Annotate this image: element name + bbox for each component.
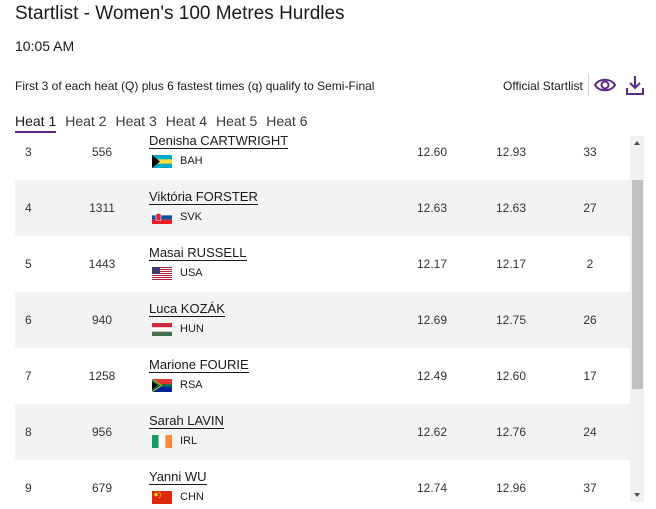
bib-number: 1311 xyxy=(89,201,115,215)
flag-chn-icon xyxy=(152,491,172,504)
tab-heat-1[interactable]: Heat 1 xyxy=(15,113,57,133)
lane-position: 6 xyxy=(25,313,32,327)
season-best: 12.93 xyxy=(496,145,527,159)
personal-best: 12.69 xyxy=(417,313,448,327)
table-row: 5 1443 Masai RUSSELL USA 12.17 12.17 2 xyxy=(15,236,630,292)
bib-number: 556 xyxy=(91,145,113,159)
athlete-name-link[interactable]: Marione FOURIE xyxy=(149,357,249,373)
vertical-scrollbar[interactable] xyxy=(630,136,644,502)
flag-usa-icon xyxy=(152,267,172,280)
flag-irl-icon xyxy=(152,435,172,448)
table-row: 9 679 Yanni WU CHN 12.74 12.96 37 xyxy=(15,460,630,509)
season-best: 12.60 xyxy=(496,369,527,383)
lane-position: 7 xyxy=(25,369,32,383)
season-best: 12.75 xyxy=(496,313,527,327)
page-title: Startlist - Women's 100 Metres Hurdles xyxy=(15,3,345,24)
world-rank: 26 xyxy=(583,313,597,327)
season-best: 12.17 xyxy=(496,257,527,271)
personal-best: 12.60 xyxy=(417,145,448,159)
athlete-name-link[interactable]: Masai RUSSELL xyxy=(149,245,247,261)
lane-position: 4 xyxy=(25,201,32,215)
personal-best: 12.17 xyxy=(417,257,448,271)
divider xyxy=(588,74,589,96)
tab-heat-4[interactable]: Heat 4 xyxy=(165,113,207,129)
personal-best: 12.74 xyxy=(417,481,448,495)
athlete-name-link[interactable]: Viktória FORSTER xyxy=(149,189,258,205)
table-row: 8 956 Sarah LAVIN IRL 12.62 12.76 24 xyxy=(15,404,630,460)
country-code: SVK xyxy=(180,211,203,223)
season-best: 12.96 xyxy=(496,481,527,495)
athlete-name-link[interactable]: Denisha CARTWRIGHT xyxy=(149,136,289,149)
scrollbar-thumb[interactable] xyxy=(632,180,643,389)
flag-bah-icon xyxy=(152,155,172,168)
bib-number: 956 xyxy=(91,425,113,439)
table-row: 6 940 Luca KOZÁK HUN 12.69 12.75 26 xyxy=(15,292,630,348)
eye-icon[interactable] xyxy=(594,75,616,95)
world-rank: 33 xyxy=(583,145,597,159)
start-time: 10:05 AM xyxy=(15,38,75,54)
country-code: USA xyxy=(180,267,203,279)
tab-heat-5[interactable]: Heat 5 xyxy=(216,113,258,129)
qualification-note: First 3 of each heat (Q) plus 6 fastest … xyxy=(15,79,375,93)
bib-number: 1258 xyxy=(88,369,116,383)
lane-position: 9 xyxy=(25,481,32,495)
world-rank: 27 xyxy=(583,201,597,215)
country-code: HUN xyxy=(180,323,204,335)
lane-position: 3 xyxy=(25,145,32,159)
personal-best: 12.49 xyxy=(417,369,448,383)
flag-hun-icon xyxy=(152,323,172,336)
country-code: BAH xyxy=(180,155,203,167)
table-row: 3 556 Denisha CARTWRIGHT BAH 12.60 12.93… xyxy=(15,136,630,180)
country-code: RSA xyxy=(180,379,203,391)
heat-tabs: Heat 1 Heat 2 Heat 3 Heat 4 Heat 5 Heat … xyxy=(15,112,317,133)
scroll-up-arrow-icon[interactable] xyxy=(630,136,644,150)
tab-heat-6[interactable]: Heat 6 xyxy=(266,113,308,129)
lane-position: 8 xyxy=(25,425,32,439)
official-startlist-label: Official Startlist xyxy=(503,79,583,93)
world-rank: 37 xyxy=(583,481,597,495)
startlist-table: 3 556 Denisha CARTWRIGHT BAH 12.60 12.93… xyxy=(15,136,630,509)
personal-best: 12.62 xyxy=(417,425,448,439)
lane-position: 5 xyxy=(25,257,32,271)
athlete-name-link[interactable]: Sarah LAVIN xyxy=(149,413,224,429)
download-icon[interactable] xyxy=(625,74,645,96)
country-code: IRL xyxy=(180,435,198,447)
athlete-name-link[interactable]: Yanni WU xyxy=(149,469,207,485)
season-best: 12.63 xyxy=(496,201,527,215)
world-rank: 24 xyxy=(583,425,597,439)
tab-heat-3[interactable]: Heat 3 xyxy=(115,113,157,129)
world-rank: 17 xyxy=(583,369,597,383)
bib-number: 679 xyxy=(91,481,113,495)
flag-rsa-icon xyxy=(152,379,172,392)
table-row: 4 1311 Viktória FORSTER SVK 12.63 12.63 … xyxy=(15,180,630,236)
country-code: CHN xyxy=(180,491,204,503)
table-body: 3 556 Denisha CARTWRIGHT BAH 12.60 12.93… xyxy=(15,136,630,509)
season-best: 12.76 xyxy=(496,425,527,439)
athlete-name-link[interactable]: Luca KOZÁK xyxy=(149,301,225,317)
flag-svk-icon xyxy=(152,211,172,224)
bib-number: 940 xyxy=(91,313,113,327)
personal-best: 12.63 xyxy=(417,201,448,215)
scroll-down-arrow-icon[interactable] xyxy=(630,488,644,502)
tab-heat-2[interactable]: Heat 2 xyxy=(65,113,107,129)
bib-number: 1443 xyxy=(88,257,116,271)
world-rank: 2 xyxy=(586,257,594,271)
table-row: 7 1258 Marione FOURIE RSA 12.49 12.60 17 xyxy=(15,348,630,404)
